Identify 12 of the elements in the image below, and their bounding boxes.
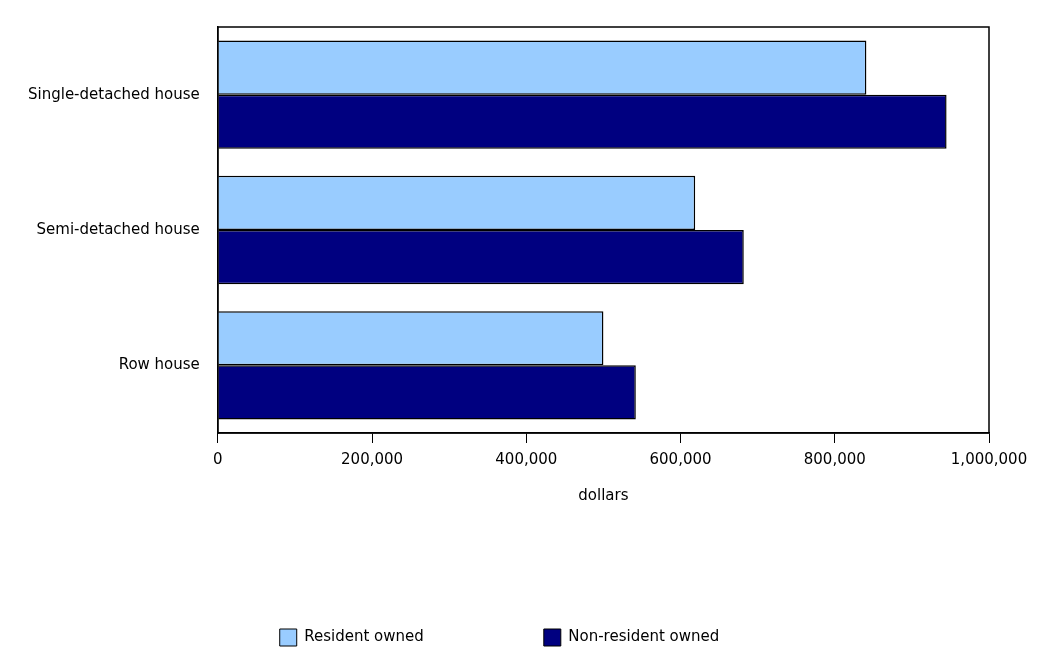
x-tick-label: 800,000 <box>803 449 866 468</box>
x-axis-title: dollars <box>578 485 629 504</box>
legend-label: Resident owned <box>304 627 424 646</box>
x-tick-label: 200,000 <box>341 449 404 468</box>
x-tick-label: 400,000 <box>495 449 558 468</box>
y-tick-label: Row house <box>118 355 200 374</box>
legend-label: Non-resident owned <box>568 627 720 646</box>
x-tick-label: 1,000,000 <box>950 449 1028 468</box>
x-tick-label: 600,000 <box>649 449 712 468</box>
y-tick-label: Semi-detached house <box>36 219 200 238</box>
x-tick-label: 0 <box>213 449 223 468</box>
y-tick-label: Single-detached house <box>28 84 200 103</box>
